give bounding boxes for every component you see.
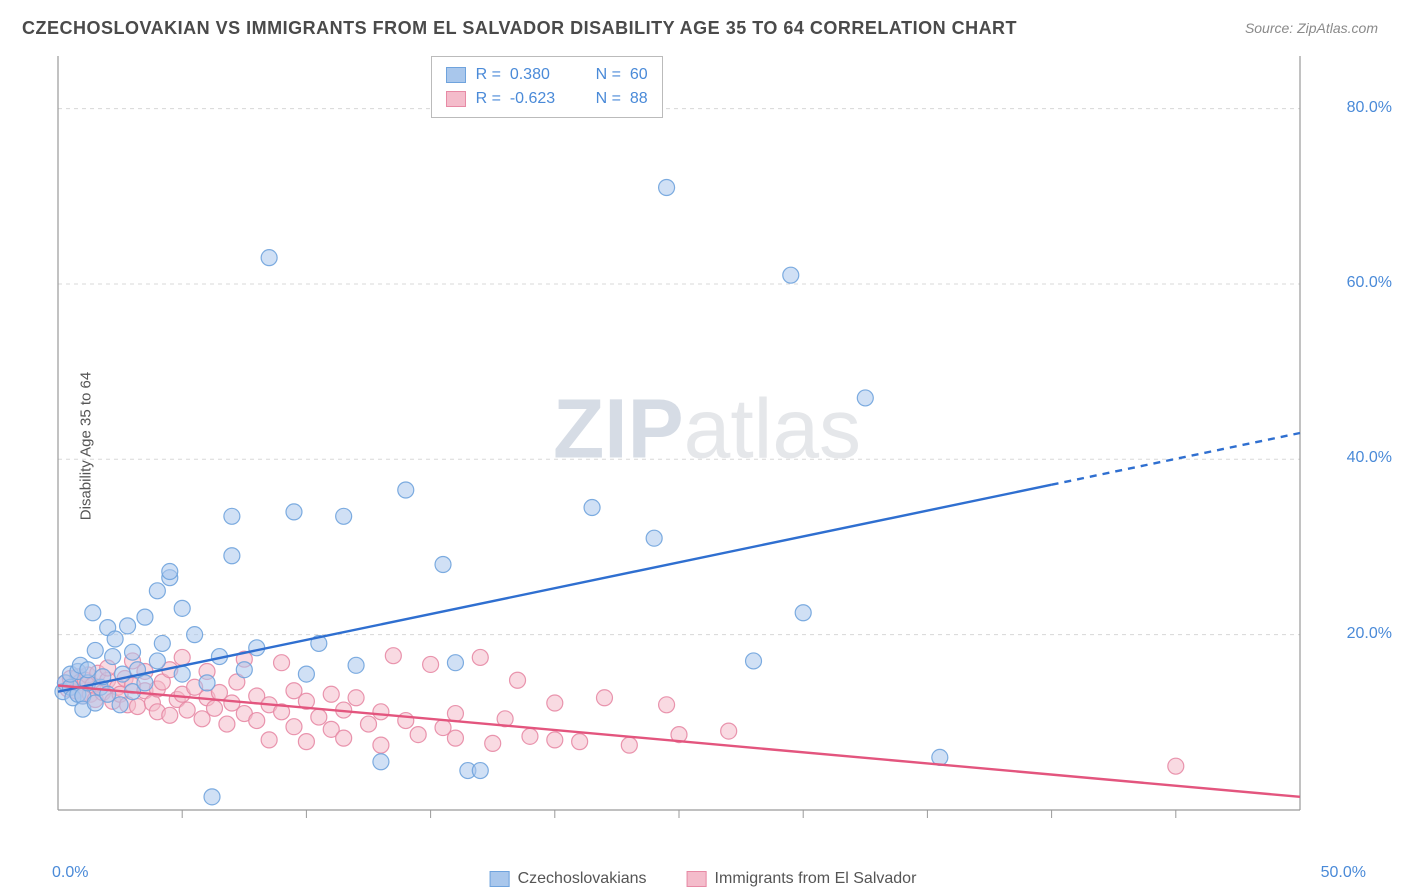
series-legend-item: Czechoslovakians bbox=[490, 870, 647, 888]
series-legend-label: Immigrants from El Salvador bbox=[715, 870, 917, 888]
series-legend-label: Czechoslovakians bbox=[518, 870, 647, 888]
y-tick-label: 80.0% bbox=[1347, 99, 1392, 117]
legend-r-value: R = 0.380 bbox=[476, 66, 586, 84]
correlation-legend: R = 0.380 N = 60 R = -0.623 N = 88 bbox=[431, 56, 663, 118]
y-tick-label: 20.0% bbox=[1347, 625, 1392, 643]
legend-n-value: N = 88 bbox=[596, 90, 648, 108]
legend-swatch bbox=[490, 871, 510, 887]
y-tick-label: 60.0% bbox=[1347, 274, 1392, 292]
series-legend: Czechoslovakians Immigrants from El Salva… bbox=[490, 870, 917, 888]
legend-n-value: N = 60 bbox=[596, 66, 648, 84]
x-tick-max: 50.0% bbox=[1321, 864, 1366, 882]
legend-swatch bbox=[687, 871, 707, 887]
x-tick-min: 0.0% bbox=[52, 864, 88, 882]
legend-row: R = 0.380 N = 60 bbox=[446, 63, 648, 87]
series-legend-item: Immigrants from El Salvador bbox=[687, 870, 917, 888]
source-attribution: Source: ZipAtlas.com bbox=[1245, 20, 1378, 36]
legend-swatch bbox=[446, 67, 466, 83]
y-tick-label: 40.0% bbox=[1347, 449, 1392, 467]
chart-title: CZECHOSLOVAKIAN VS IMMIGRANTS FROM EL SA… bbox=[22, 18, 1017, 39]
legend-r-value: R = -0.623 bbox=[476, 90, 586, 108]
legend-swatch bbox=[446, 91, 466, 107]
plot-svg bbox=[52, 50, 1362, 840]
legend-row: R = -0.623 N = 88 bbox=[446, 87, 648, 111]
scatter-plot: ZIPatlas R = 0.380N = 60R = -0.623N = 88 bbox=[52, 50, 1362, 840]
